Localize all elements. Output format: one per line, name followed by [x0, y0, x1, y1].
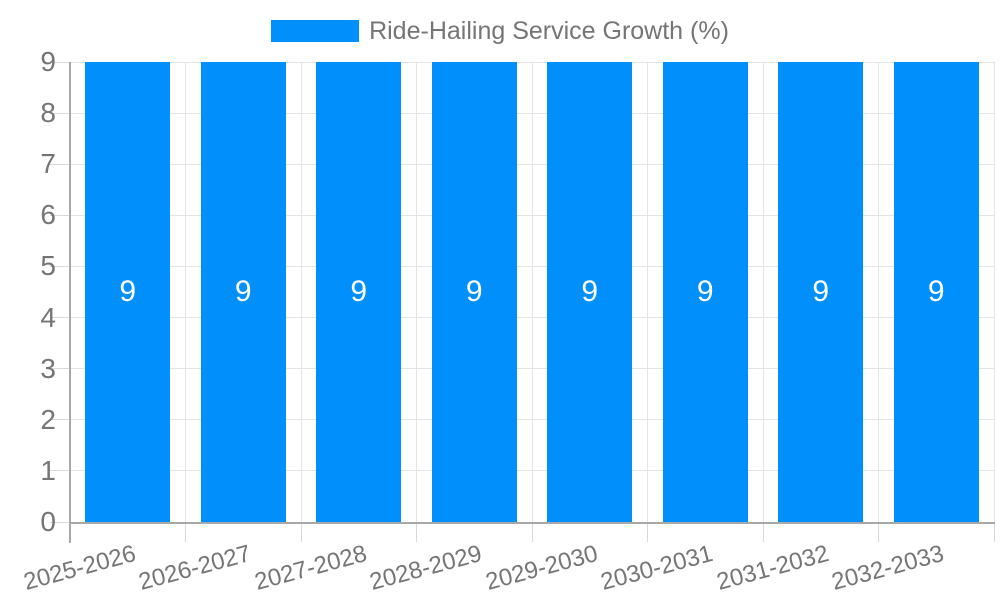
bar-value-label: 9	[350, 275, 368, 308]
bar[interactable]	[316, 62, 402, 522]
gridline-vertical	[878, 62, 879, 522]
bar-value-label: 9	[465, 275, 483, 308]
bar[interactable]	[85, 62, 171, 522]
x-axis-tick-mark	[993, 524, 995, 542]
y-axis-tick-mark	[50, 419, 70, 421]
x-axis-line	[69, 522, 995, 524]
x-axis-tick-mark	[185, 524, 186, 542]
x-axis-tick-mark	[762, 524, 764, 542]
bar-value-label: 9	[234, 275, 252, 308]
bar[interactable]	[200, 62, 286, 522]
y-axis-label: 9	[40, 46, 56, 77]
gridline-vertical	[300, 62, 302, 522]
y-axis-label: 8	[40, 97, 56, 129]
x-axis-tick-mark	[531, 524, 533, 542]
chart-legend[interactable]: Ride-Hailing Service Growth (%)	[0, 17, 1000, 45]
bar-value-label: 9	[581, 275, 599, 308]
bar-value-label: 9	[812, 275, 830, 308]
gridline-vertical	[416, 62, 417, 522]
bar-value-label: 9	[119, 275, 137, 308]
y-axis-label: 1	[40, 454, 56, 486]
y-axis-label: 2	[40, 403, 56, 435]
y-axis-label: 6	[40, 199, 56, 231]
bar-value-label: 9	[927, 275, 945, 308]
y-axis-label: 0	[40, 506, 56, 537]
bar[interactable]	[662, 62, 748, 522]
x-axis-tick-mark	[300, 524, 302, 542]
gridline-vertical	[647, 62, 648, 522]
bar-value-label: 9	[696, 275, 714, 308]
y-axis-label: 3	[40, 352, 56, 384]
y-axis-tick-mark	[50, 112, 70, 114]
x-axis-tick-mark	[416, 524, 417, 542]
y-axis-tick-mark	[50, 317, 70, 319]
y-axis-tick-mark	[50, 470, 70, 472]
y-axis-label: 7	[40, 148, 56, 180]
gridline-vertical	[993, 62, 995, 522]
gridline-vertical	[762, 62, 764, 522]
bar[interactable]	[547, 62, 633, 522]
y-axis-tick-mark	[50, 61, 70, 63]
gridline-vertical	[185, 62, 186, 522]
gridline-vertical	[531, 62, 533, 522]
y-axis-tick-mark	[50, 214, 70, 216]
bar[interactable]	[431, 62, 517, 522]
bar[interactable]	[893, 62, 979, 522]
y-axis-tick-mark	[50, 368, 70, 370]
x-axis-tick-mark	[647, 524, 648, 542]
y-axis-label: 5	[40, 250, 56, 282]
bar[interactable]	[778, 62, 864, 522]
legend-label: Ride-Hailing Service Growth (%)	[369, 17, 729, 45]
x-axis-tick-mark	[878, 524, 879, 542]
y-axis-tick-mark	[50, 521, 70, 523]
legend-swatch-icon	[271, 20, 360, 42]
y-axis-label: 4	[40, 301, 56, 333]
y-axis-tick-mark	[50, 265, 70, 267]
y-axis-tick-mark	[50, 163, 70, 165]
y-axis-line	[69, 62, 71, 543]
